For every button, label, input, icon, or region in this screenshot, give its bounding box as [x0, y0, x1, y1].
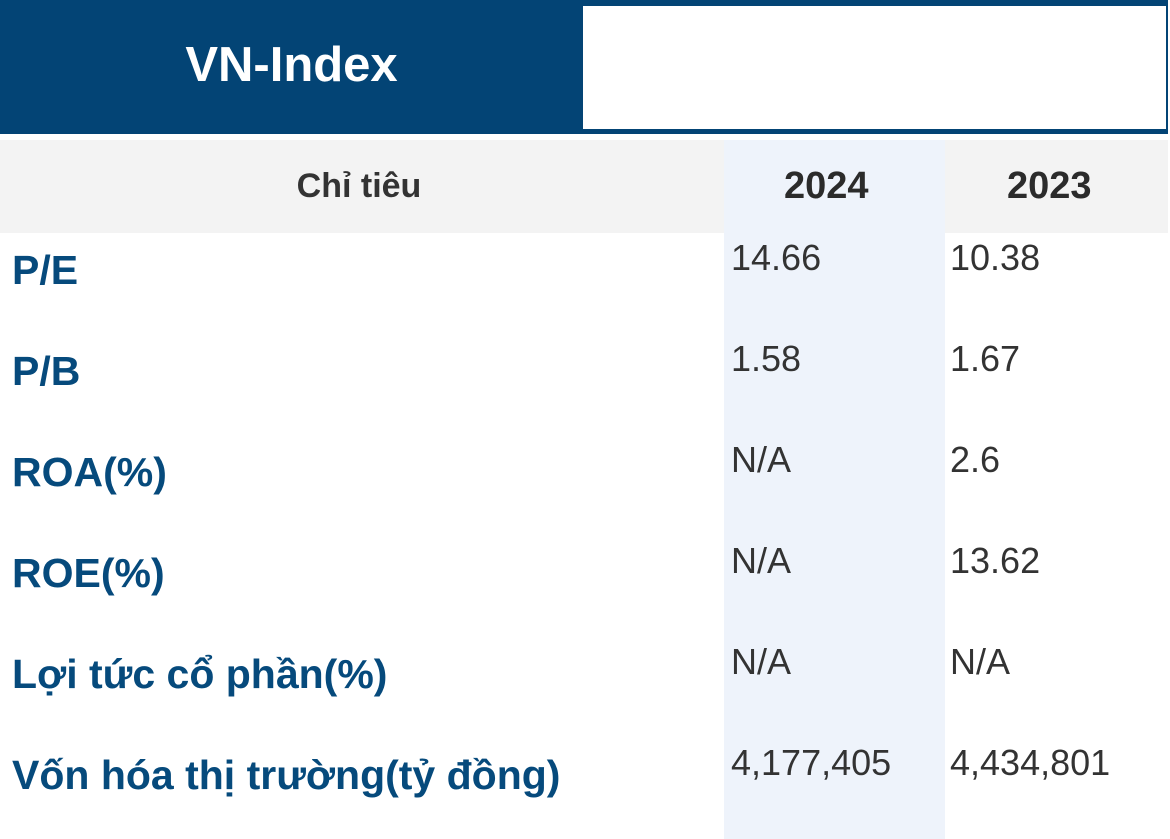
- cell-2024: N/A: [731, 641, 792, 682]
- row-label: Lợi tức cổ phần(%): [12, 651, 388, 697]
- table-header: Chỉ tiêu 2024 2023: [0, 140, 1168, 233]
- cell-2023: 10.38: [950, 237, 1041, 278]
- cell-2024: 14.66: [731, 237, 822, 278]
- table-row: P/E 14.66 10.38: [0, 233, 1168, 334]
- header-2023: 2023: [1007, 165, 1092, 207]
- tab-bar: VN-Index: [0, 0, 1168, 134]
- row-label: ROE(%): [12, 550, 165, 596]
- cell-2024: N/A: [731, 439, 792, 480]
- cell-2023: 2.6: [950, 439, 1001, 480]
- table-row: ROE(%) N/A 13.62: [0, 536, 1168, 637]
- tab-vn-index-label: VN-Index: [185, 38, 398, 92]
- cell-2023: 13.62: [950, 540, 1041, 581]
- tab-empty[interactable]: [583, 6, 1166, 134]
- table-row: ROA(%) N/A 2.6: [0, 435, 1168, 536]
- row-label: Vốn hóa thị trường(tỷ đồng): [12, 752, 561, 798]
- cell-2024: 1.58: [731, 338, 802, 379]
- header-2024: 2024: [784, 165, 869, 207]
- highlight-column-2024: [724, 140, 945, 839]
- table-row: P/B 1.58 1.67: [0, 334, 1168, 435]
- table-row: Vốn hóa thị trường(tỷ đồng) 4,177,405 4,…: [0, 738, 1168, 839]
- row-label: P/E: [12, 247, 79, 293]
- cell-2023: 4,434,801: [950, 742, 1111, 783]
- table-row: Lợi tức cổ phần(%) N/A N/A: [0, 637, 1168, 738]
- cell-2023: 1.67: [950, 338, 1021, 379]
- cell-2024: N/A: [731, 540, 792, 581]
- row-label: P/B: [12, 348, 81, 394]
- tab-vn-index[interactable]: VN-Index: [0, 6, 583, 134]
- cell-2024: 4,177,405: [731, 742, 892, 783]
- cell-2023: N/A: [950, 641, 1011, 682]
- header-indicator: Chỉ tiêu: [296, 167, 422, 205]
- header-highlight-2024: [724, 140, 945, 233]
- row-label: ROA(%): [12, 449, 167, 495]
